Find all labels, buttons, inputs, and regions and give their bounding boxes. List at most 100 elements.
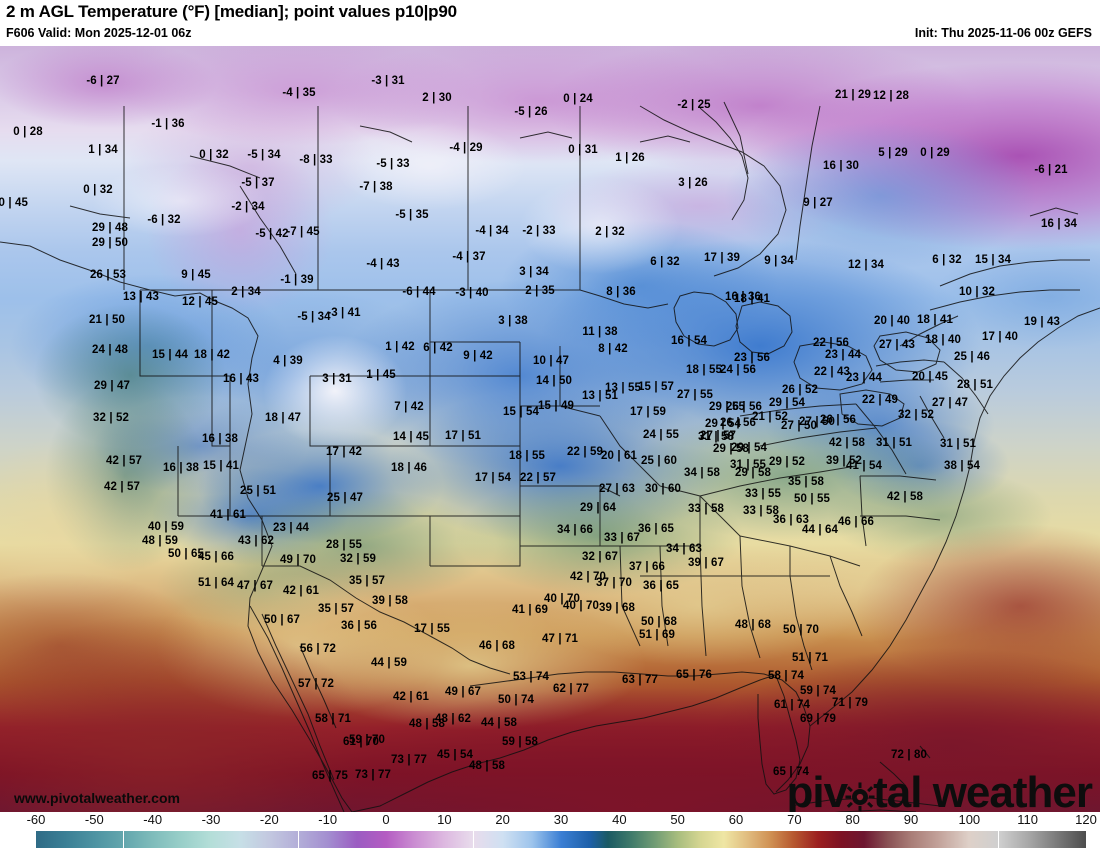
- point-value-label: 59 | 70: [349, 734, 385, 746]
- point-value-label: 35 | 58: [788, 476, 824, 488]
- colorbar-tick: 30: [553, 812, 569, 827]
- point-value-label: 2 | 34: [231, 286, 261, 298]
- colorbar-tick: 0: [382, 812, 390, 827]
- point-value-label: 5 | 29: [878, 147, 908, 159]
- point-value-label: -4 | 35: [282, 87, 316, 99]
- point-value-label: 49 | 70: [280, 554, 316, 566]
- colorbar-segment: [841, 831, 865, 848]
- point-value-label: -2 | 25: [677, 99, 711, 111]
- map-canvas: -6 | 27 0 | 28 1 | 34 0 | 32 -1 | 36 0 | 32 -5…: [0, 46, 1100, 812]
- point-value-label: 48 | 58: [409, 718, 445, 730]
- point-value-label: 27 | 57: [700, 430, 736, 442]
- point-value-label: 41 | 61: [210, 509, 246, 521]
- point-value-label: -4 | 43: [366, 258, 400, 270]
- point-value-label: 42 | 61: [393, 691, 429, 703]
- point-value-label: 45 | 54: [437, 749, 473, 761]
- point-value-label: 46 | 66: [838, 516, 874, 528]
- point-value-label: 26 | 52: [782, 384, 818, 396]
- point-value-label: 24 | 55: [643, 429, 679, 441]
- point-value-label: 18 | 47: [265, 412, 301, 424]
- temperature-map[interactable]: -6 | 27 0 | 28 1 | 34 0 | 32 -1 | 36 0 | 32 -5…: [0, 46, 1100, 812]
- point-value-label: 50 | 55: [794, 493, 830, 505]
- point-value-label: 49 | 67: [445, 686, 481, 698]
- point-value-label: 50 | 70: [783, 624, 819, 636]
- point-value-label: 18 | 41: [917, 314, 953, 326]
- point-value-label: 42 | 70: [570, 571, 606, 583]
- colorbar-tick: -60: [26, 812, 46, 827]
- colorbar-segment: [298, 831, 328, 848]
- point-value-label: 22 | 57: [520, 472, 556, 484]
- point-value-label: 33 | 67: [604, 532, 640, 544]
- point-value-label: 22 | 59: [567, 446, 603, 458]
- point-value-label: 50 | 67: [264, 614, 300, 626]
- colorbar-tick: 100: [958, 812, 981, 827]
- brand-watermark: piv: [787, 768, 1093, 812]
- colorbar-segment: [771, 831, 795, 848]
- point-value-label: 15 | 57: [638, 381, 674, 393]
- point-value-label: 39 | 67: [688, 557, 724, 569]
- point-value-label: -4 | 34: [475, 225, 509, 237]
- point-value-label: 36 | 65: [643, 580, 679, 592]
- point-value-label: 40 | 70: [563, 600, 599, 612]
- point-value-label: 39 | 58: [372, 595, 408, 607]
- point-value-label: 17 | 59: [630, 406, 666, 418]
- point-value-label: 33 | 58: [688, 503, 724, 515]
- colorbar-segment: [240, 831, 270, 848]
- point-value-label: -4 | 37: [452, 251, 486, 263]
- point-value-label: 3 | 34: [519, 266, 549, 278]
- point-value-label: 39 | 68: [599, 602, 635, 614]
- point-value-label: 27 | 63: [599, 483, 635, 495]
- colorbar-segment: [327, 831, 357, 848]
- point-value-label: 25 | 46: [954, 351, 990, 363]
- colorbar-segment: [211, 831, 241, 848]
- point-value-label: 34 | 63: [666, 543, 702, 555]
- colorbar-tick: 80: [845, 812, 860, 827]
- point-value-label: 7 | 42: [394, 401, 424, 413]
- point-value-label: 25 | 47: [327, 492, 363, 504]
- point-value-label: 33 | 55: [745, 488, 781, 500]
- point-value-label: 26 | 56: [720, 417, 756, 429]
- point-value-label: 59 | 74: [800, 685, 836, 697]
- point-value-label: 58 | 71: [315, 713, 351, 725]
- point-value-label: -1 | 39: [280, 274, 314, 286]
- point-value-label: 51 | 71: [792, 652, 828, 664]
- point-value-label: -6 | 27: [86, 75, 120, 87]
- colorbar-tick: 10: [437, 812, 452, 827]
- colorbar-segment: [531, 831, 561, 848]
- point-value-label: -5 | 42: [255, 228, 289, 240]
- point-value-label: 15 | 49: [538, 400, 574, 412]
- colorbar-segment: [561, 831, 591, 848]
- point-value-label: 43 | 62: [238, 535, 274, 547]
- point-value-label: -7 | 45: [286, 226, 320, 238]
- point-value-label: 21 | 52: [752, 411, 788, 423]
- colorbar-section: -60 -50 -40 -30 -20 -10 0 10 20 30 40 50 60 70 80 90 100…: [0, 812, 1100, 850]
- point-value-label: 3 | 31: [322, 373, 352, 385]
- point-value-label: 8 | 36: [606, 286, 636, 298]
- colorbar-segment: [1056, 831, 1086, 848]
- point-value-label: 27 | 43: [879, 339, 915, 351]
- point-value-label: 6 | 42: [423, 342, 453, 354]
- point-value-label: -2 | 33: [522, 225, 556, 237]
- point-value-label: 17 | 42: [326, 446, 362, 458]
- colorbar-segment: [590, 831, 608, 848]
- point-value-label: 12 | 28: [873, 90, 909, 102]
- point-value-label: 29 | 54: [769, 397, 805, 409]
- point-value-label: 31 | 58: [698, 431, 734, 443]
- point-value-label: 13 | 55: [605, 382, 641, 394]
- point-value-label: 34 | 66: [557, 524, 593, 536]
- colorbar-gradient[interactable]: [36, 831, 1086, 848]
- colorbar-segment: [415, 831, 445, 848]
- colorbar-segment: [356, 831, 386, 848]
- gear-sun-icon: [845, 773, 875, 812]
- init-time-label: Init: Thu 2025-11-06 00z GEFS: [914, 26, 1092, 40]
- point-value-label: 6 | 32: [932, 254, 962, 266]
- point-value-label: 2 | 32: [595, 226, 625, 238]
- point-value-label: 3 | 38: [498, 315, 528, 327]
- point-value-label: 26 | 53: [90, 269, 126, 281]
- point-value-label: 50 | 65: [168, 548, 204, 560]
- point-value-label: 16 | 38: [163, 462, 199, 474]
- point-value-label: 28 | 51: [957, 379, 993, 391]
- point-value-label: 16 | 43: [223, 373, 259, 385]
- point-value-label: -5 | 34: [247, 149, 281, 161]
- point-value-label: 59 | 58: [502, 736, 538, 748]
